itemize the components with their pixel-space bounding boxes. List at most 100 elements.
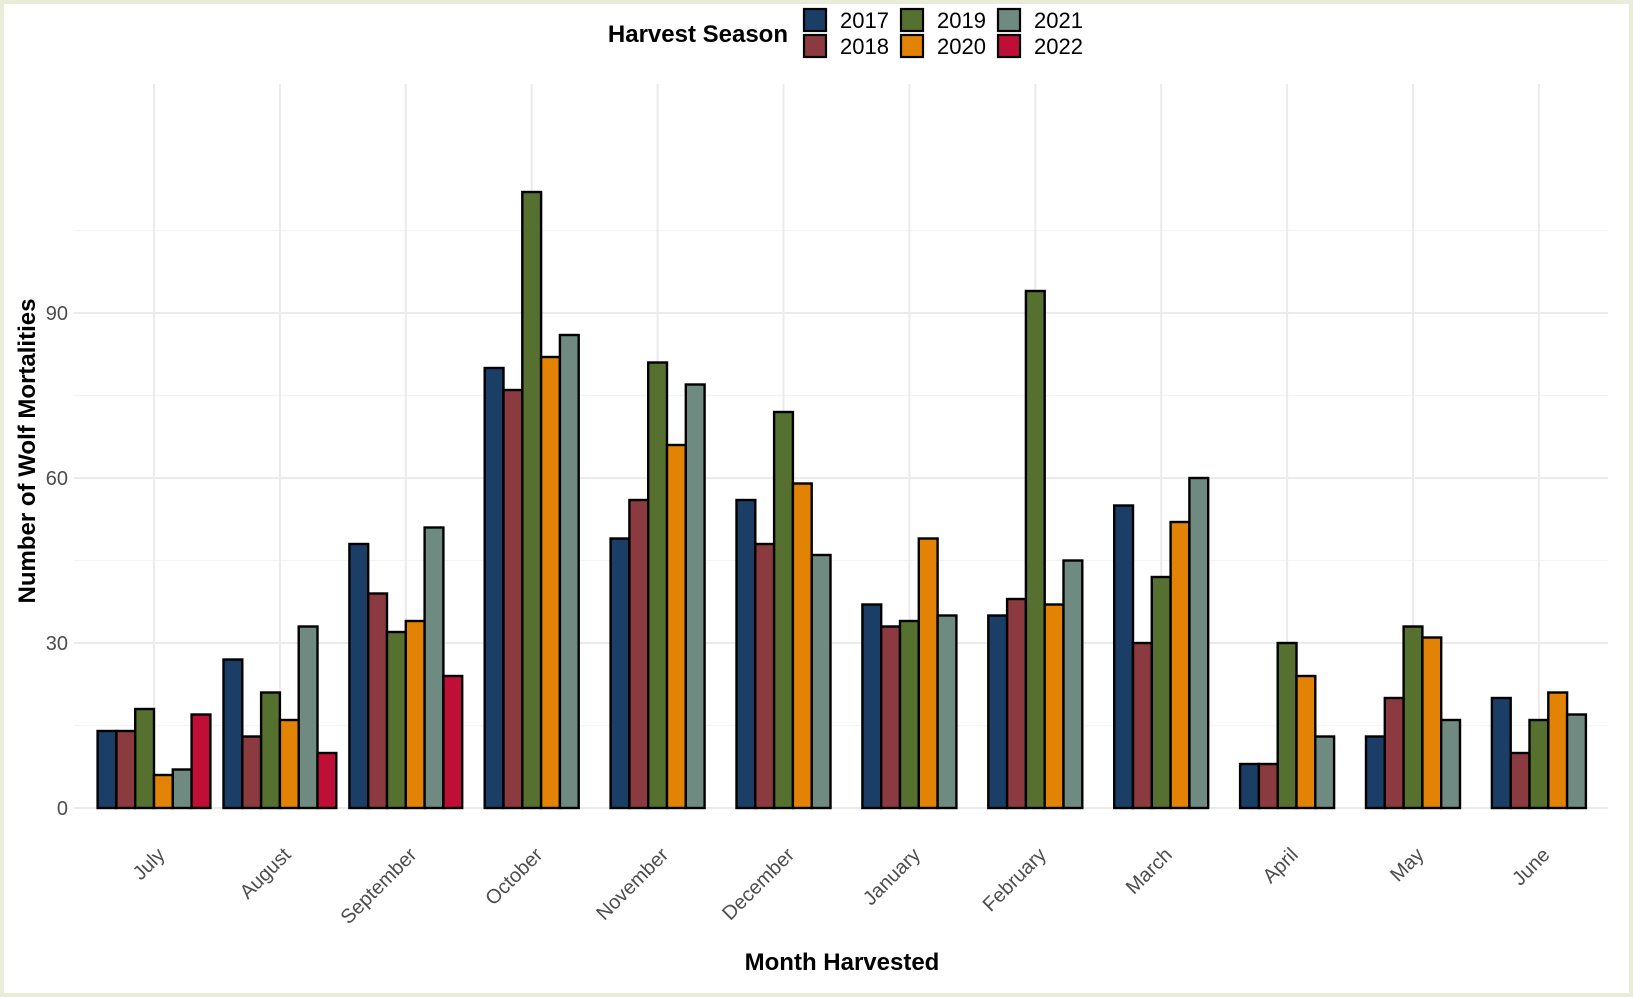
bar-2018-january xyxy=(880,625,902,810)
bar-2020-august xyxy=(278,718,300,810)
bar-2018-may xyxy=(1383,696,1405,810)
bar-2017-october xyxy=(483,366,505,810)
bar-2018-september xyxy=(367,592,389,810)
bar-2020-december xyxy=(791,482,813,810)
legend-key-2021 xyxy=(996,7,1022,33)
x-tick-label: May xyxy=(1386,844,1428,886)
bar-2020-september xyxy=(404,619,426,810)
legend-label-2021: 2021 xyxy=(1034,8,1083,33)
legend-key-2022 xyxy=(996,33,1022,59)
y-axis-title: Number of Wolf Mortalities xyxy=(14,299,41,604)
bar-2019-april xyxy=(1276,641,1298,810)
x-tick-label: March xyxy=(1122,844,1177,899)
bar-2021-october xyxy=(558,333,580,810)
x-tick-label: July xyxy=(129,844,170,885)
bar-2022-september xyxy=(442,674,464,810)
y-tick-label: 60 xyxy=(46,468,68,490)
legend-key-2019 xyxy=(899,7,925,33)
bar-2020-may xyxy=(1421,636,1443,810)
bar-2019-september xyxy=(385,630,407,810)
x-tick-label: January xyxy=(859,844,925,910)
x-tick-label: June xyxy=(1508,844,1554,890)
bar-2021-november xyxy=(684,383,706,810)
bar-2017-august xyxy=(222,658,244,810)
bar-2017-november xyxy=(609,537,631,810)
y-axis-ticks: 0 30 60 90 xyxy=(46,303,68,820)
legend-key-2018 xyxy=(802,33,828,59)
y-tick-label: 0 xyxy=(57,798,68,820)
bar-2020-march xyxy=(1169,520,1191,810)
bar-2017-may xyxy=(1364,735,1386,810)
bar-2021-august xyxy=(297,625,319,810)
x-tick-label: September xyxy=(337,844,422,929)
bar-2018-february xyxy=(1005,597,1028,810)
bar-2021-may xyxy=(1439,718,1462,810)
bar-2018-july xyxy=(115,729,137,810)
bar-2020-june xyxy=(1547,691,1569,810)
bar-2021-september xyxy=(423,526,445,810)
bar-2017-june xyxy=(1490,696,1512,810)
bar-2022-august xyxy=(316,751,338,810)
x-tick-label: November xyxy=(592,844,673,925)
bar-2021-june xyxy=(1565,713,1588,810)
x-tick-label: October xyxy=(481,844,547,910)
legend-label-2019: 2019 xyxy=(937,8,986,33)
bar-2020-january xyxy=(917,537,939,810)
bars xyxy=(96,190,1588,810)
bar-2020-november xyxy=(665,443,687,810)
legend-key-2017 xyxy=(802,7,828,33)
legend-title: Harvest Season xyxy=(608,21,788,48)
legend-label-2020: 2020 xyxy=(937,34,986,59)
legend-key-2020 xyxy=(899,33,925,59)
y-tick-label: 30 xyxy=(46,633,68,655)
bar-2021-february xyxy=(1062,559,1084,810)
bar-2019-august xyxy=(259,691,282,810)
bar-2018-june xyxy=(1509,751,1531,810)
x-axis-title: Month Harvested xyxy=(745,949,940,976)
bar-2019-october xyxy=(521,190,543,810)
bar-2019-january xyxy=(898,619,920,810)
bar-2017-february xyxy=(987,614,1009,810)
bar-2018-november xyxy=(628,498,650,810)
legend-label-2018: 2018 xyxy=(840,34,889,59)
bar-2019-february xyxy=(1024,289,1046,810)
bar-2019-december xyxy=(772,410,795,810)
bar-2021-april xyxy=(1314,735,1336,810)
y-tick-label: 90 xyxy=(46,303,68,325)
bar-2021-december xyxy=(810,553,832,810)
legend-label-2017: 2017 xyxy=(840,8,889,33)
bar-2018-april xyxy=(1257,762,1279,810)
bar-2018-august xyxy=(241,735,263,810)
bar-2021-july xyxy=(171,768,193,810)
bar-2017-april xyxy=(1238,762,1261,810)
bar-2017-july xyxy=(96,729,118,810)
chart-frame: 0 30 60 90 July August September October Novemb… xyxy=(4,4,1629,993)
bar-2017-march xyxy=(1112,504,1135,810)
bar-2019-november xyxy=(647,361,669,810)
bar-2021-march xyxy=(1188,476,1210,810)
bar-2020-october xyxy=(539,355,562,810)
bar-2019-march xyxy=(1150,575,1172,810)
x-tick-label: April xyxy=(1259,844,1303,888)
bar-2017-september xyxy=(348,542,370,810)
bar-2017-december xyxy=(735,498,757,810)
bar-2020-february xyxy=(1043,603,1065,810)
bar-2019-june xyxy=(1528,718,1550,810)
bar-2018-march xyxy=(1131,641,1153,810)
bar-2020-april xyxy=(1295,674,1317,810)
x-tick-label: August xyxy=(236,844,296,904)
bar-2019-july xyxy=(133,707,156,810)
bar-chart: 0 30 60 90 July August September October Novemb… xyxy=(14,7,1608,976)
bar-2020-july xyxy=(152,773,174,810)
bar-2018-december xyxy=(754,542,776,810)
bar-2021-january xyxy=(936,614,958,810)
bar-2022-july xyxy=(190,713,212,810)
x-tick-label: December xyxy=(718,844,799,925)
x-axis-ticks: July August September October November Decemb… xyxy=(129,844,1555,929)
x-tick-label: February xyxy=(979,844,1051,916)
bar-2017-january xyxy=(861,603,883,810)
bar-2018-october xyxy=(502,388,524,810)
legend-label-2022: 2022 xyxy=(1034,34,1083,59)
bar-2019-may xyxy=(1402,625,1424,810)
